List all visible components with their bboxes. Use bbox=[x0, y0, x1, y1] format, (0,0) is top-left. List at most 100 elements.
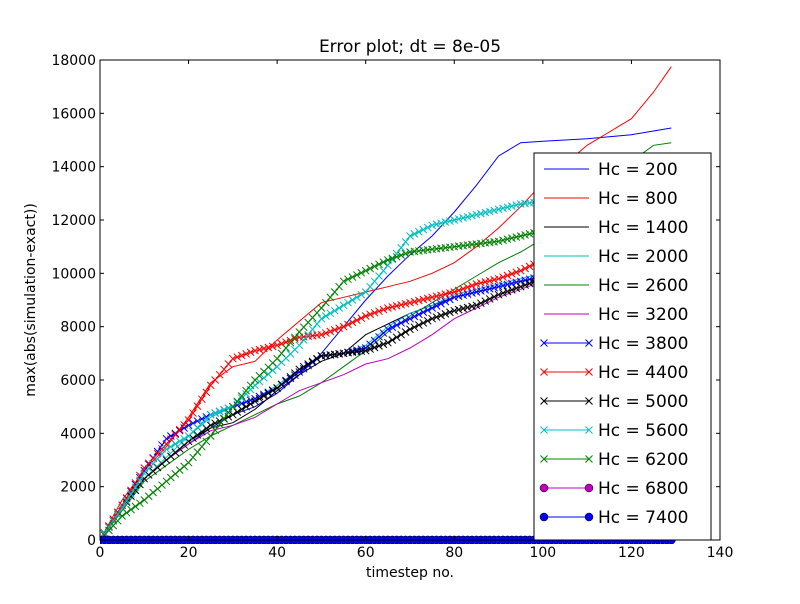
series-hc-4400-marker bbox=[410, 297, 419, 306]
series-hc-5600-marker bbox=[211, 409, 219, 417]
series-hc-5000-marker bbox=[237, 405, 246, 414]
series-hc-4400-marker bbox=[339, 322, 348, 331]
series-hc-5000-marker bbox=[419, 319, 428, 327]
series-hc-5000-marker bbox=[189, 434, 197, 442]
series-hc-4400-marker bbox=[450, 288, 459, 296]
series-hc-5600-marker bbox=[490, 206, 498, 215]
series-hc-6200-marker bbox=[229, 402, 237, 411]
legend-label-hc-2600: Hc = 2600 bbox=[598, 276, 688, 296]
y-tick-label: 14000 bbox=[51, 160, 96, 176]
series-hc-5000-marker bbox=[415, 321, 423, 329]
x-tick-label: 60 bbox=[357, 545, 375, 561]
series-hc-6200-marker bbox=[521, 231, 529, 239]
legend-entry-hc-4400: Hc = 4400 bbox=[540, 363, 688, 383]
series-hc-3800-marker bbox=[401, 316, 410, 325]
chart-title: Error plot; dt = 8e-05 bbox=[319, 37, 501, 57]
legend-label-hc-5000: Hc = 5000 bbox=[598, 392, 688, 412]
legend-entry-hc-800: Hc = 800 bbox=[544, 189, 678, 209]
series-hc-5600-marker bbox=[410, 230, 419, 238]
series-hc-6200-marker bbox=[242, 386, 250, 395]
legend-hc-6800-marker bbox=[584, 483, 594, 493]
legend-hc-7400-marker bbox=[539, 512, 549, 522]
series-hc-6200-marker bbox=[330, 288, 339, 296]
legend-entry-hc-3800: Hc = 3800 bbox=[540, 334, 688, 354]
series-hc-5000-marker bbox=[246, 400, 255, 408]
series-hc-4400-marker bbox=[348, 318, 357, 327]
series-hc-6200-marker bbox=[508, 234, 516, 242]
series-hc-6200-marker bbox=[344, 275, 352, 284]
series-hc-5000-marker bbox=[481, 297, 490, 305]
series-hc-5600-marker bbox=[450, 216, 459, 224]
series-hc-5000-marker bbox=[437, 311, 445, 320]
series-hc-5000-marker bbox=[477, 299, 485, 308]
series-hc-5600-marker bbox=[446, 217, 454, 225]
series-hc-4400-marker bbox=[215, 370, 224, 379]
series-hc-5600-marker bbox=[485, 207, 494, 216]
series-hc-4400 bbox=[100, 256, 547, 544]
series-hc-5000-marker bbox=[375, 342, 383, 350]
series-hc-5600-marker bbox=[499, 204, 507, 213]
legend-entry-hc-6800: Hc = 6800 bbox=[539, 479, 688, 499]
series-hc-4400-marker bbox=[397, 300, 405, 309]
series-hc-6200-marker bbox=[291, 333, 299, 342]
series-hc-6200-marker bbox=[131, 502, 140, 511]
series-hc-5000-marker bbox=[525, 279, 534, 288]
series-hc-3800-marker bbox=[472, 288, 481, 296]
series-hc-5600-marker bbox=[477, 209, 485, 218]
series-hc-4400-marker bbox=[273, 341, 281, 350]
series-hc-4400-marker bbox=[477, 279, 485, 287]
legend-box bbox=[533, 152, 712, 541]
series-hc-3800-marker bbox=[392, 321, 401, 329]
series-hc-3800-marker bbox=[167, 432, 175, 440]
series-hc-6200 bbox=[100, 226, 547, 544]
series-hc-5600-marker bbox=[415, 227, 423, 236]
series-hc-6200-marker bbox=[136, 499, 144, 508]
series-hc-5600-marker bbox=[162, 445, 171, 454]
legend-hc-6200-marker bbox=[585, 455, 593, 463]
series-hc-3800-marker bbox=[446, 295, 454, 304]
series-hc-5600-marker bbox=[419, 225, 428, 234]
series-hc-5600-marker bbox=[512, 201, 521, 209]
series-hc-5000-marker bbox=[268, 386, 277, 395]
legend-hc-5000-marker bbox=[540, 397, 548, 405]
series-hc-5600-marker bbox=[357, 290, 366, 299]
series-hc-4400-marker bbox=[415, 296, 423, 305]
legend-hc-5600-marker bbox=[540, 426, 548, 434]
series-hc-4400-marker bbox=[264, 343, 273, 352]
series-hc-5600-marker bbox=[344, 298, 352, 307]
series-hc-6200-marker bbox=[202, 437, 211, 446]
series-hc-4400-marker bbox=[255, 345, 264, 354]
series-hc-5600-marker bbox=[463, 212, 472, 221]
series-hc-5000-marker bbox=[242, 402, 250, 411]
series-hc-5000-marker bbox=[472, 301, 481, 310]
series-hc-5000-marker bbox=[446, 308, 454, 317]
series-hc-6200-marker bbox=[397, 251, 405, 260]
series-hc-5000-marker bbox=[485, 295, 494, 303]
y-tick-label: 6000 bbox=[60, 373, 96, 389]
series-hc-4400-marker bbox=[251, 346, 259, 355]
series-hc-5000-marker bbox=[295, 365, 304, 374]
legend-label-hc-3800: Hc = 3800 bbox=[598, 334, 688, 354]
series-hc-6200-marker bbox=[326, 293, 335, 302]
legend-entry-hc-5000: Hc = 5000 bbox=[540, 392, 688, 412]
legend-label-hc-2000: Hc = 2000 bbox=[598, 247, 688, 267]
series-hc-3800-marker bbox=[437, 299, 445, 308]
series-hc-6200-marker bbox=[198, 442, 206, 451]
x-axis-label: timestep no. bbox=[366, 565, 454, 581]
series-hc-5000-marker bbox=[366, 345, 374, 353]
series-hc-4400-marker bbox=[317, 330, 326, 339]
series-hc-5600-marker bbox=[299, 336, 308, 344]
series-hc-4400-marker bbox=[357, 314, 366, 322]
series-hc-6200-marker bbox=[357, 268, 366, 277]
series-hc-4400-marker bbox=[401, 299, 410, 308]
series-hc-4400-marker bbox=[211, 376, 219, 384]
series-hc-5600-marker bbox=[459, 214, 467, 222]
series-hc-3800-marker bbox=[499, 281, 507, 290]
legend-entry-hc-2000: Hc = 2000 bbox=[544, 247, 688, 267]
series-hc-4400-marker bbox=[419, 295, 428, 304]
legend-label-hc-800: Hc = 800 bbox=[598, 189, 678, 209]
axes: 0 20 40 60 80 100 120 140 0 2000 4000 6000 8000 10000… bbox=[51, 53, 733, 561]
series-hc-4400-marker bbox=[260, 344, 268, 353]
series-hc-3800-marker bbox=[384, 325, 392, 334]
series-hc-6200-marker bbox=[211, 426, 219, 434]
